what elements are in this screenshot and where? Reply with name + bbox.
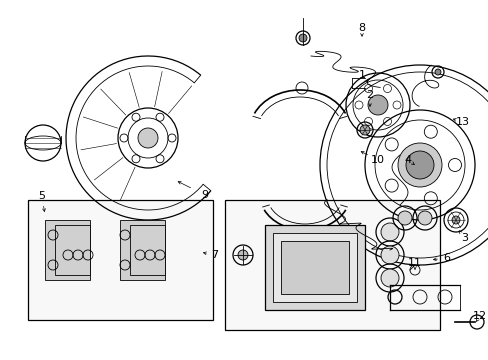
- Bar: [264, 225, 364, 310]
- Text: 6: 6: [443, 253, 449, 263]
- Text: 1: 1: [358, 70, 365, 80]
- Text: 13: 13: [455, 117, 469, 127]
- Bar: [224, 200, 439, 330]
- Circle shape: [367, 95, 387, 115]
- Text: 8: 8: [358, 23, 365, 33]
- Circle shape: [298, 34, 306, 42]
- Circle shape: [405, 151, 433, 179]
- Bar: [120, 220, 164, 280]
- Text: 7: 7: [211, 250, 218, 260]
- Text: 10: 10: [370, 155, 384, 165]
- Circle shape: [380, 269, 398, 287]
- Circle shape: [359, 125, 369, 135]
- Circle shape: [380, 223, 398, 241]
- Circle shape: [417, 211, 431, 225]
- Text: 12: 12: [472, 311, 486, 321]
- Circle shape: [238, 250, 247, 260]
- Bar: [55, 225, 90, 275]
- Bar: [28, 200, 213, 320]
- Circle shape: [397, 143, 441, 187]
- Circle shape: [138, 128, 158, 148]
- Circle shape: [380, 246, 398, 264]
- Bar: [281, 241, 348, 294]
- Bar: [272, 233, 356, 302]
- Text: 2: 2: [366, 90, 373, 100]
- Bar: [130, 225, 164, 275]
- Text: 5: 5: [39, 191, 45, 201]
- Circle shape: [397, 211, 411, 225]
- Text: 9: 9: [201, 190, 208, 200]
- Text: 4: 4: [404, 155, 411, 165]
- Circle shape: [451, 216, 459, 224]
- Circle shape: [434, 69, 440, 75]
- Text: 3: 3: [461, 233, 468, 243]
- Text: 11: 11: [407, 258, 421, 268]
- Bar: [45, 220, 90, 280]
